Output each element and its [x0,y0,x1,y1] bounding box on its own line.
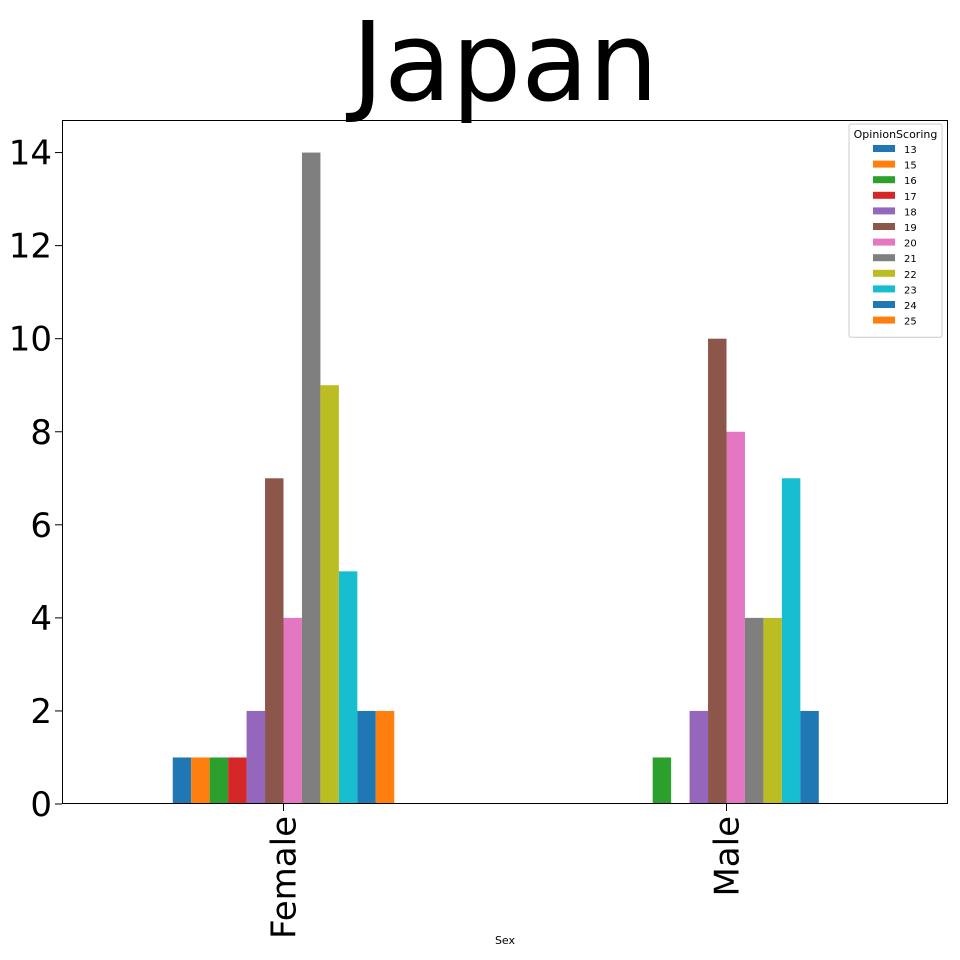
bar-male-19 [708,338,727,804]
legend-label-23: 23 [904,285,917,296]
bar-male-18 [689,710,709,804]
legend-swatch-23 [873,285,895,293]
bar-female-20 [283,617,302,804]
bar-female-17 [228,757,247,804]
legend-label-25: 25 [904,317,917,328]
y-tick-label: 8 [30,413,52,453]
legend-swatch-20 [873,238,895,246]
y-tick-label: 10 [9,320,52,360]
y-tick-label: 4 [30,599,52,639]
bar-group [172,152,819,804]
bar-female-16 [209,757,229,804]
legend-label-13: 13 [904,145,917,156]
bar-female-18 [246,710,266,804]
bar-male-24 [800,710,819,804]
legend-swatch-17 [873,191,895,199]
x-axis-label: Sex [495,934,516,947]
bar-male-21 [744,617,764,804]
legend-swatch-16 [873,176,895,184]
legend-swatch-21 [873,254,895,262]
bar-female-24 [357,710,376,804]
plot-area-frame [62,120,948,804]
legend-swatch-13 [873,145,895,152]
x-tick-label-female: Female [265,816,305,939]
x-tick-label-male: Male [708,816,748,897]
legend-label-22: 22 [904,270,917,281]
y-tick-label: 14 [9,134,52,174]
bar-female-13 [172,757,192,804]
legend-label-16: 16 [904,176,917,187]
legend-label-15: 15 [904,161,917,172]
bar-female-25 [375,710,395,804]
legend-box [848,123,943,338]
legend-label-18: 18 [904,207,917,218]
bar-male-22 [763,617,782,804]
legend-label-19: 19 [904,223,917,234]
legend-title: OpinionScoring [854,128,938,141]
y-tick-label: 12 [9,227,52,267]
legend-label-24: 24 [904,301,917,312]
bar-female-22 [320,385,339,804]
x-axis: Female Male [265,804,748,939]
legend: OpinionScoring 13 15 16 17 18 19 20 21 22 23 24 25 [848,123,943,338]
bar-male-16 [652,757,672,804]
y-tick-label: 0 [30,785,52,825]
y-tick-label: 6 [30,506,52,546]
legend-swatch-25 [873,316,895,324]
legend-label-21: 21 [904,254,917,265]
legend-swatch-22 [873,269,895,277]
bar-female-21 [301,152,321,804]
bar-male-20 [726,431,745,804]
bar-male-23 [781,478,801,804]
legend-swatch-18 [873,207,895,215]
bar-female-15 [191,757,210,804]
bar-female-19 [265,478,284,804]
y-tick-label: 2 [30,692,52,732]
legend-label-20: 20 [904,239,917,250]
bar-female-23 [338,571,358,804]
legend-swatch-19 [873,223,895,230]
y-axis: 0 2 4 6 8 10 12 14 [9,134,62,825]
legend-swatch-24 [873,301,895,308]
legend-swatch-15 [873,160,895,168]
chart-title: Japan [346,0,659,126]
legend-label-17: 17 [904,192,917,203]
